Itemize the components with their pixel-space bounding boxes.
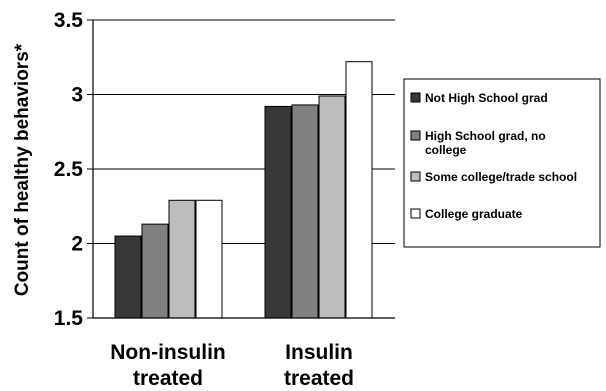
bar (345, 61, 373, 319)
legend-box (403, 78, 601, 248)
bar (318, 95, 346, 319)
y-axis-label: Count of healthy behaviors* (12, 43, 33, 296)
bar (168, 199, 196, 319)
legend-label: Some college/trade school (425, 170, 577, 184)
axes (87, 19, 395, 319)
y-tick-label: 3 (71, 84, 83, 107)
bars (114, 61, 373, 319)
legend: Not High School grad High School grad, no… (403, 78, 601, 248)
legend-swatch (410, 92, 421, 103)
y-tick-label: 2 (71, 233, 83, 256)
legend-swatch (410, 130, 421, 141)
bar (141, 223, 169, 319)
legend-label: High School grad, no (425, 129, 546, 143)
bar (264, 105, 292, 319)
legend-swatch (410, 171, 421, 182)
x-category-label: treated (284, 367, 354, 390)
legend-label: College graduate (425, 207, 523, 221)
x-category-label: Non-insulin (110, 341, 225, 364)
y-tick-label: 2.5 (54, 158, 84, 181)
y-tick-label: 1.5 (54, 307, 84, 330)
legend-swatch (410, 208, 421, 219)
y-tick-label: 3.5 (54, 9, 84, 32)
x-category-label: Insulin (285, 341, 353, 364)
bar (114, 235, 142, 319)
legend-label: Not High School grad (425, 91, 548, 105)
bar (195, 199, 223, 319)
bar (291, 104, 319, 319)
y-tick-labels: 1.5 2 2.5 3 3.5 (54, 9, 84, 330)
x-category-labels: Non-insulin treated Insulin treated (110, 341, 354, 390)
legend-label: college (425, 143, 467, 157)
x-category-label: treated (133, 367, 203, 390)
